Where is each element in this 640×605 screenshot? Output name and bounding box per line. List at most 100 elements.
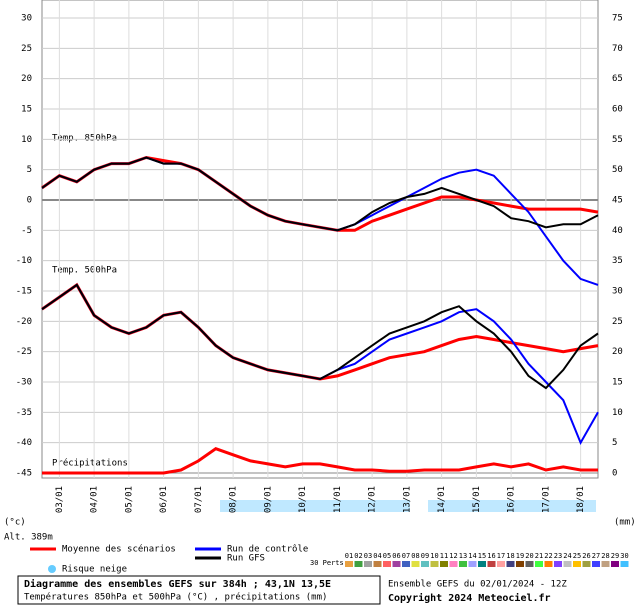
snow-band — [428, 500, 596, 512]
pert-label: 13 — [459, 552, 467, 560]
pert-swatch — [478, 561, 486, 567]
snow-label: Risque neige — [62, 565, 127, 575]
y2-tick-label: 0 — [612, 469, 617, 479]
pert-swatch — [383, 561, 391, 567]
x-tick-label: 14/01 — [437, 486, 447, 513]
y-tick-label: 15 — [21, 105, 32, 115]
x-tick-label: 16/01 — [507, 486, 517, 513]
pert-label: 05 — [383, 552, 391, 560]
y-tick-label: 10 — [21, 135, 32, 145]
pert-label: 02 — [354, 552, 362, 560]
pert-label: 19 — [516, 552, 524, 560]
y-tick-label: -45 — [16, 469, 32, 479]
pert-label: 07 — [402, 552, 410, 560]
y-axis-label: (°c) — [4, 518, 26, 528]
y2-tick-label: 70 — [612, 44, 623, 54]
pert-swatch — [402, 561, 410, 567]
legend-label: Run GFS — [227, 554, 265, 564]
pert-label: 16 — [487, 552, 495, 560]
pert-label: 23 — [554, 552, 562, 560]
pert-label: 28 — [601, 552, 609, 560]
y2-axis-label: (mm) — [614, 518, 636, 528]
y-tick-label: -40 — [16, 438, 32, 448]
pert-label: 29 — [611, 552, 619, 560]
plot-frame — [41, 0, 599, 479]
snow-band — [220, 500, 410, 512]
y2-tick-label: 10 — [612, 408, 623, 418]
pert-label: 30 — [620, 552, 628, 560]
pert-swatch — [440, 561, 448, 567]
pert-swatch — [468, 561, 477, 567]
pert-swatch — [525, 561, 534, 567]
pert-swatch — [620, 561, 629, 567]
pert-swatch — [516, 561, 524, 567]
pert-label: 10 — [430, 552, 438, 560]
y2-tick-label: 60 — [612, 105, 623, 115]
pert-label: 17 — [497, 552, 505, 560]
pert-swatch — [392, 561, 401, 567]
series-line — [42, 447, 598, 475]
x-tick-label: 04/01 — [90, 486, 100, 513]
pert-swatch — [573, 561, 581, 567]
pert-label: 25 — [573, 552, 581, 560]
y2-tick-label: 50 — [612, 165, 623, 175]
legend-label: Moyenne des scénarios — [62, 544, 176, 555]
pert-label: 08 — [411, 552, 419, 560]
footer-box — [17, 575, 381, 605]
y-tick-label: -5 — [21, 226, 32, 236]
y2-tick-label: 45 — [612, 196, 623, 206]
series-line — [41, 283, 599, 390]
pert-label: 15 — [478, 552, 486, 560]
pert-swatch — [592, 561, 600, 567]
x-tick-label: 03/01 — [55, 486, 65, 513]
pert-label: 09 — [421, 552, 429, 560]
copyright: Copyright 2024 Meteociel.fr — [388, 592, 551, 604]
y2-tick-label: 5 — [612, 438, 617, 448]
pert-swatch — [611, 561, 619, 567]
x-tick-label: 08/01 — [229, 486, 239, 513]
pert-label: 12 — [449, 552, 457, 560]
pert-swatch — [582, 561, 591, 567]
pert-swatch — [345, 561, 353, 567]
pert-label: 27 — [592, 552, 600, 560]
y2-tick-label: 15 — [612, 378, 623, 388]
y-tick-label: 25 — [21, 44, 32, 54]
pert-label: 01 — [345, 552, 353, 560]
pert-label: 06 — [392, 552, 400, 560]
pert-label: 14 — [468, 552, 476, 560]
pert-label: 20 — [525, 552, 533, 560]
pert-swatch — [497, 561, 505, 567]
pert-label: 21 — [535, 552, 543, 560]
panel-label: Précipitations — [52, 458, 128, 469]
x-tick-label: 18/01 — [576, 486, 586, 513]
panel-label: Temp. 850hPa — [52, 134, 117, 144]
pert-label: 24 — [563, 552, 571, 560]
legend-label: Run de contrôle — [227, 544, 308, 555]
y-tick-label: -35 — [16, 408, 32, 418]
pert-swatch — [563, 561, 572, 567]
pert-label: 26 — [582, 552, 590, 560]
y-tick-label: -10 — [16, 256, 32, 266]
pert-swatch — [430, 561, 439, 567]
perts-label: 30 Perts. — [310, 559, 348, 567]
x-tick-label: 11/01 — [333, 486, 343, 513]
series-line — [41, 156, 599, 232]
y2-tick-label: 75 — [612, 14, 623, 24]
pert-swatch — [459, 561, 467, 567]
x-tick-label: 17/01 — [541, 486, 551, 513]
pert-swatch — [354, 561, 363, 567]
x-tick-label: 05/01 — [124, 486, 134, 513]
y2-tick-label: 35 — [612, 256, 623, 266]
y-tick-label: -25 — [16, 347, 32, 357]
y-tick-label: -20 — [16, 317, 32, 327]
y2-tick-label: 65 — [612, 74, 623, 84]
pert-swatch — [364, 561, 372, 567]
altitude: Alt. 389m — [4, 533, 53, 543]
footer-title: Diagramme des ensembles GEFS sur 384h ; … — [24, 578, 331, 590]
y2-tick-label: 55 — [612, 135, 623, 145]
x-tick-label: 09/01 — [263, 486, 273, 513]
y2-tick-label: 20 — [612, 347, 623, 357]
x-tick-label: 06/01 — [159, 486, 169, 513]
x-tick-label: 12/01 — [368, 486, 378, 513]
